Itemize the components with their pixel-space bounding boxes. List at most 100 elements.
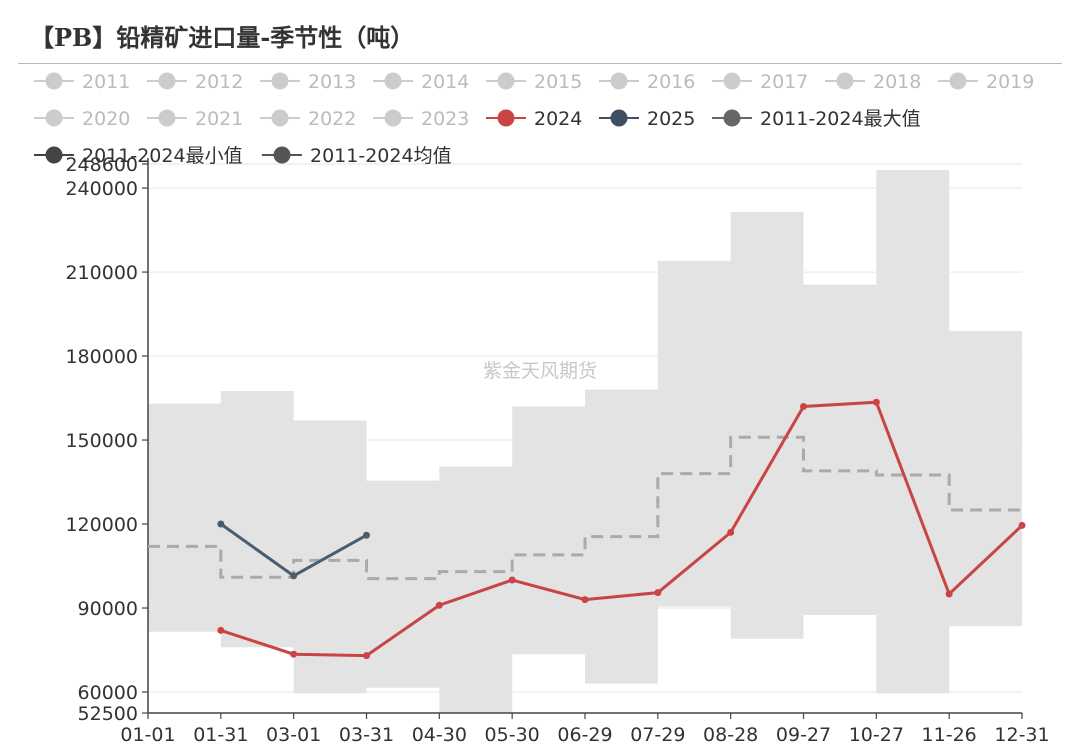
series-2024-point-03-31: [363, 652, 370, 660]
legend-label-2014: 2014: [421, 71, 469, 93]
y-tick-label-120000: 120000: [65, 514, 138, 536]
legend-label-2025: 2025: [647, 108, 695, 130]
legend-label-2011: 2011: [82, 71, 130, 93]
series-mean-line: [148, 435, 1022, 581]
legend-label-2022: 2022: [308, 108, 356, 130]
legend-marker-2011-2024均值: [273, 146, 291, 164]
legend-item-2014[interactable]: 2014: [373, 71, 469, 93]
legend-marker-2014: [384, 72, 402, 90]
series-2025-point-03-31: [363, 531, 370, 539]
legend-item-2018[interactable]: 2018: [825, 71, 921, 93]
series-2024-point-04-30: [435, 601, 443, 609]
legend-item-2017[interactable]: 2017: [712, 71, 808, 93]
legend-marker-2011-2024最小值: [45, 146, 63, 164]
legend-marker-2020: [45, 109, 63, 127]
legend-item-2022[interactable]: 2022: [260, 108, 356, 130]
series-lines: [148, 398, 1026, 660]
legend-label-2015: 2015: [534, 71, 582, 93]
y-tick-label-240000: 240000: [65, 178, 138, 200]
legend-label-2023: 2023: [421, 108, 469, 130]
x-tick-label-06-29: 06-29: [557, 724, 612, 746]
x-tick-label-01-01: 01-01: [120, 724, 175, 746]
x-tick-label-03-31: 03-31: [339, 724, 394, 746]
series-2024-point-03-01: [290, 650, 298, 658]
band-area: [148, 169, 1022, 713]
legend-label-2011-2024均值: 2011-2024均值: [310, 145, 452, 167]
x-tick-label-12-31: 12-31: [994, 724, 1049, 746]
y-tick-label-180000: 180000: [65, 346, 138, 368]
chart-title: 【PB】铅精矿进口量-季节性（吨）: [30, 23, 415, 52]
series-2024-line: [220, 400, 1024, 658]
legend-label-2024: 2024: [534, 108, 582, 130]
y-tick-label-248600: 248600: [65, 154, 138, 176]
legend-item-2015[interactable]: 2015: [486, 71, 582, 93]
series-2024-point-10-27: [872, 398, 880, 406]
legend-label-2012: 2012: [195, 71, 243, 93]
legend-label-2011-2024最大值: 2011-2024最大值: [760, 108, 921, 130]
legend-marker-2024: [497, 109, 515, 127]
series-2024-point-07-29: [654, 589, 662, 597]
legend-marker-2021: [158, 109, 176, 127]
x-tick-label-04-30: 04-30: [412, 724, 467, 746]
legend-item-2023[interactable]: 2023: [373, 108, 469, 130]
x-tick-label-01-31: 01-31: [193, 724, 248, 746]
title-divider: [18, 63, 1062, 64]
y-tick-label-150000: 150000: [65, 430, 138, 452]
legend-label-2021: 2021: [195, 108, 243, 130]
legend-label-2013: 2013: [308, 71, 356, 93]
legend[interactable]: 2011 2012 2013 2014 2015 2016 2017 2018 2019 2020…: [34, 71, 1034, 167]
legend-item-2024[interactable]: 2024: [486, 108, 582, 130]
series-2025-point-01-31: [217, 520, 225, 528]
legend-item-2013[interactable]: 2013: [260, 71, 356, 93]
watermark: 紫金天风期货: [483, 360, 597, 382]
legend-item-2012[interactable]: 2012: [147, 71, 243, 93]
y-tick-label-210000: 210000: [65, 262, 138, 284]
legend-item-2011[interactable]: 2011: [34, 71, 130, 93]
legend-marker-2016: [610, 72, 628, 90]
series-2024-point-05-30: [508, 576, 516, 584]
y-tick-label-52500: 52500: [78, 703, 138, 725]
legend-label-2019: 2019: [986, 71, 1034, 93]
x-tick-label-07-29: 07-29: [630, 724, 685, 746]
legend-marker-2013: [271, 72, 289, 90]
legend-marker-2019: [949, 72, 967, 90]
series-2024-point-12-31: [1018, 521, 1026, 529]
legend-item-2011-2024最大值[interactable]: 2011-2024最大值: [712, 108, 921, 130]
legend-item-2016[interactable]: 2016: [599, 71, 695, 93]
legend-marker-2011: [45, 72, 63, 90]
legend-label-2011-2024最小值: 2011-2024最小值: [82, 145, 243, 167]
series-2025-point-03-01: [290, 572, 298, 580]
legend-label-2017: 2017: [760, 71, 808, 93]
x-tick-label-09-27: 09-27: [776, 724, 831, 746]
x-tick-label-10-27: 10-27: [849, 724, 904, 746]
legend-item-2011-2024最小值[interactable]: 2011-2024最小值: [34, 145, 243, 167]
series-2024-point-08-28: [727, 528, 735, 536]
legend-item-2011-2024均值[interactable]: 2011-2024均值: [262, 145, 452, 167]
y-tick-label-90000: 90000: [78, 598, 138, 620]
x-tick-label-05-30: 05-30: [485, 724, 540, 746]
series-2024-point-01-31: [217, 626, 225, 634]
legend-item-2025[interactable]: 2025: [599, 108, 695, 130]
legend-item-2020[interactable]: 2020: [34, 108, 130, 130]
legend-marker-2023: [384, 109, 402, 127]
x-tick-label-03-01: 03-01: [266, 724, 321, 746]
x-tick-label-08-28: 08-28: [703, 724, 758, 746]
legend-marker-2015: [497, 72, 515, 90]
x-tick-label-11-26: 11-26: [922, 724, 977, 746]
legend-label-2016: 2016: [647, 71, 695, 93]
y-tick-label-60000: 60000: [78, 682, 138, 704]
legend-marker-2025: [610, 109, 628, 127]
series-2024-point-09-27: [800, 402, 807, 410]
legend-marker-2017: [723, 72, 741, 90]
legend-item-2021[interactable]: 2021: [147, 108, 243, 130]
legend-marker-2012: [158, 72, 176, 90]
series-2024-point-06-29: [581, 596, 589, 604]
legend-label-2020: 2020: [82, 108, 130, 130]
legend-item-2019[interactable]: 2019: [938, 71, 1034, 93]
legend-marker-2011-2024最大值: [723, 109, 741, 127]
legend-marker-2022: [271, 109, 289, 127]
max-min-band: [148, 169, 1022, 713]
legend-label-2018: 2018: [873, 71, 921, 93]
